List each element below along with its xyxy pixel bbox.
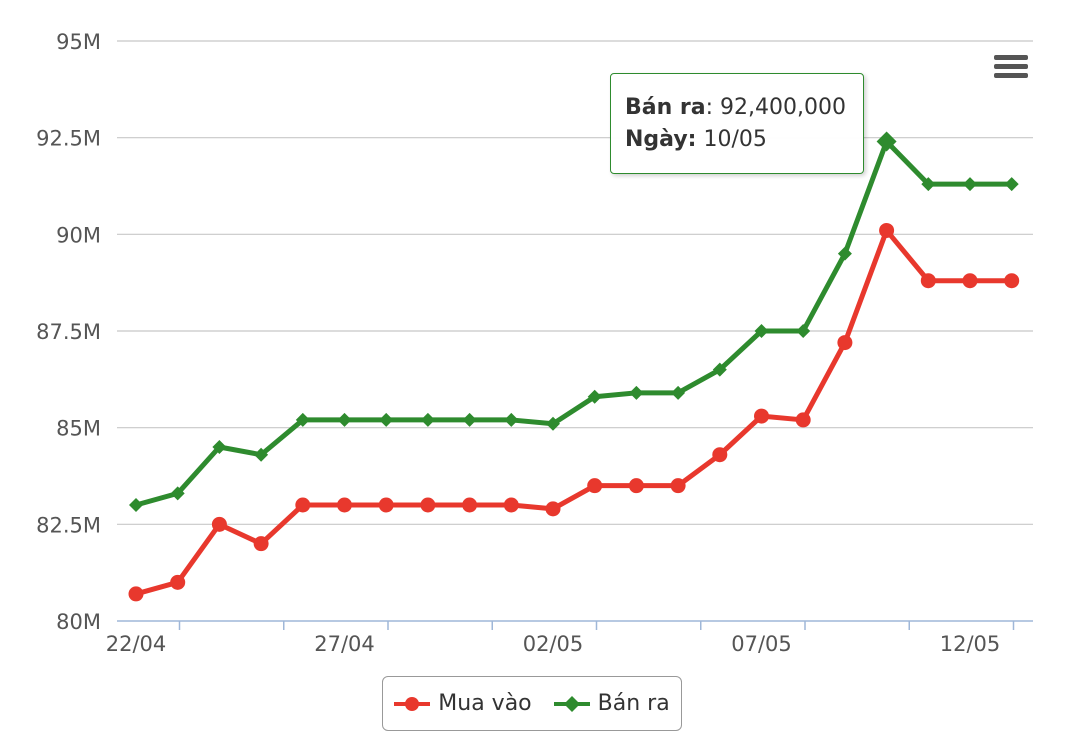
series-line-1 [133, 139, 1015, 508]
y-tick-label: 90M [56, 223, 101, 247]
tooltip-series-label: Bán ra [625, 95, 706, 120]
data-point [420, 497, 436, 513]
data-point [796, 324, 811, 338]
data-point [295, 412, 310, 427]
menu-icon-bar-middle [994, 64, 1028, 69]
data-point [1004, 177, 1019, 192]
data-point [337, 412, 352, 427]
tooltip-series-row: Bán ra: 92,400,000 [625, 95, 847, 120]
x-tick-label: 27/04 [314, 632, 375, 656]
tooltip-value: 92,400,000 [720, 95, 847, 120]
tooltip: Bán ra: 92,400,000 Ngày: 10/05 [610, 73, 864, 174]
data-point [670, 478, 686, 494]
x-tick-label: 07/05 [731, 632, 792, 656]
menu-icon-bar-bottom [994, 73, 1028, 78]
data-point [876, 131, 897, 152]
data-point [129, 498, 143, 512]
data-point [1004, 273, 1020, 289]
menu-button[interactable] [994, 55, 1028, 78]
data-point [545, 501, 561, 517]
data-point [754, 408, 769, 424]
tooltip-date-label: Ngày: [625, 127, 697, 152]
y-tick-label: 92.5M [36, 127, 101, 151]
data-point [462, 412, 477, 427]
data-point [837, 335, 853, 351]
data-point [379, 412, 394, 427]
data-point [629, 385, 644, 400]
data-point [587, 478, 603, 494]
data-point [921, 177, 936, 192]
data-point [920, 273, 936, 289]
grid-layer [117, 40, 1033, 525]
menu-icon-bar-top [994, 55, 1028, 60]
data-point [879, 222, 895, 238]
circle-marker-icon [394, 696, 431, 711]
y-tick-label: 82.5M [36, 513, 101, 537]
data-point [671, 385, 686, 400]
data-point [378, 497, 394, 513]
tooltip-date-row: Ngày: 10/05 [625, 124, 849, 156]
data-point [587, 389, 602, 404]
legend-label-mua-vao: Mua vào [438, 691, 532, 716]
series-layer [128, 131, 1020, 602]
y-tick-label: 80M [56, 610, 101, 634]
x-tick-label: 12/05 [940, 632, 1001, 656]
data-point [253, 536, 269, 552]
diamond-marker-icon [553, 695, 590, 712]
data-point [420, 412, 435, 427]
data-point [128, 586, 144, 602]
tooltip-date-value: 10/05 [703, 127, 767, 152]
data-point [795, 412, 811, 428]
legend-item-mua-vao[interactable]: Mua vào [394, 691, 532, 716]
legend-label-ban-ra: Bán ra [597, 691, 670, 716]
data-point [754, 324, 769, 338]
y-tick-label: 87.5M [36, 320, 101, 344]
data-point [503, 497, 519, 513]
data-point [712, 447, 728, 463]
data-point [170, 574, 186, 590]
data-point [963, 177, 977, 192]
data-point [337, 497, 352, 513]
data-point [170, 486, 185, 501]
data-point [211, 516, 227, 532]
legend-item-ban-ra[interactable]: Bán ra [553, 691, 670, 716]
data-point [628, 478, 644, 494]
data-point [254, 447, 269, 462]
data-point [295, 497, 311, 513]
data-point [712, 362, 727, 377]
y-tick-label: 95M [56, 30, 101, 54]
y-tick-label: 85M [56, 417, 101, 441]
x-tick-label: 22/04 [106, 632, 167, 656]
data-point [462, 497, 478, 513]
data-point [546, 416, 560, 431]
data-point [837, 246, 852, 261]
x-tick-label: 02/05 [523, 632, 584, 656]
data-point [962, 273, 978, 289]
series-line-0 [133, 227, 1015, 597]
data-point [212, 440, 227, 454]
axis-layer: 80M 82.5M 85M 87.5M 90M 92.5M 95M 22/04 27/04 02/… [36, 30, 1033, 656]
data-point [504, 412, 519, 427]
legend: Mua vào Bán ra [382, 676, 682, 731]
